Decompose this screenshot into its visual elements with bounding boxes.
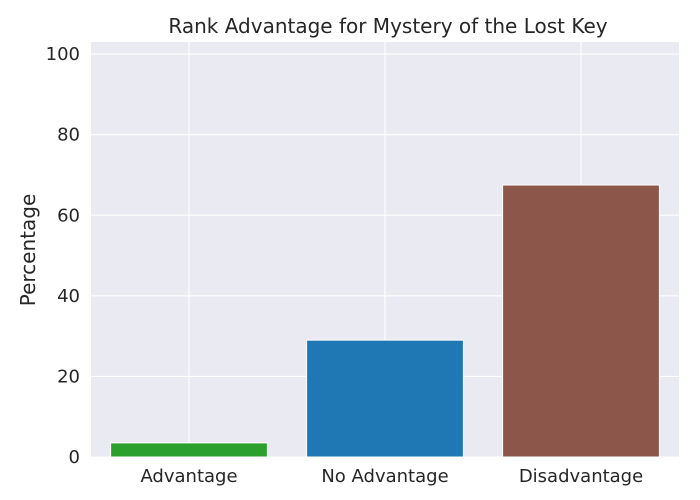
- bar-advantage: [110, 442, 268, 458]
- x-tick-label: Disadvantage: [519, 466, 643, 487]
- bar-disadvantage: [502, 184, 660, 458]
- y-axis-label: Percentage: [16, 194, 40, 307]
- chart-title: Rank Advantage for Mystery of the Lost K…: [168, 14, 607, 38]
- y-tick-label: 40: [57, 286, 80, 307]
- y-tick-label: 60: [57, 205, 80, 226]
- y-tick-label: 20: [57, 366, 80, 387]
- y-tick-label: 0: [69, 447, 80, 468]
- x-tick-label: Advantage: [140, 466, 237, 487]
- y-tick-labels: 0 20 40 60 80 100: [46, 44, 80, 468]
- x-tick-label: No Advantage: [321, 466, 448, 487]
- y-tick-label: 80: [57, 125, 80, 146]
- x-tick-labels: Advantage No Advantage Disadvantage: [140, 466, 643, 487]
- y-tick-label: 100: [46, 44, 80, 65]
- bar-no-advantage: [306, 339, 464, 458]
- bars: [110, 184, 660, 458]
